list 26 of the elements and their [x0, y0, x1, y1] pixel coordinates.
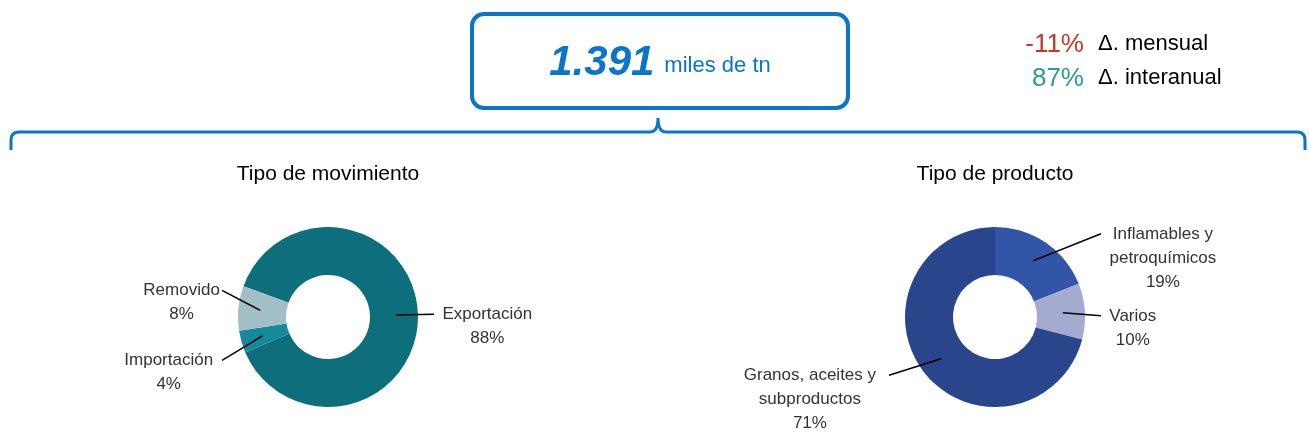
data-label: 71% [792, 413, 827, 432]
donut-slice [1034, 283, 1085, 340]
slice-label: Varios [1109, 305, 1157, 325]
slice-label: Granos, aceites y subproductos [743, 365, 877, 409]
slice-label: Removido [143, 280, 220, 300]
text: Δ. interanual [1098, 64, 1222, 90]
donut-slice [905, 227, 1083, 407]
data-label: 4% [156, 374, 181, 394]
data-label: 10% [1115, 329, 1150, 349]
text: Δ. mensual [1098, 30, 1209, 56]
slice-label: Exportación [442, 304, 533, 324]
text: 1.391 [549, 37, 655, 85]
data-label: 8% [169, 304, 194, 324]
donut-slice [238, 286, 289, 331]
donut-slice [243, 227, 418, 407]
donut-slice [995, 227, 1079, 302]
data-label: 19% [1145, 271, 1180, 291]
text: 87% [1031, 62, 1084, 93]
chart-title: Tipo de movimiento [236, 161, 420, 184]
chart-title: Tipo de producto [916, 161, 1074, 184]
data-label: 88% [470, 328, 505, 348]
text: miles de tn [664, 52, 771, 78]
slice-label: Inflamables y petroquímicos [1109, 223, 1217, 267]
donut-slice [239, 323, 290, 353]
slice-label: Importación [124, 350, 214, 370]
text: -11% [1025, 28, 1084, 59]
